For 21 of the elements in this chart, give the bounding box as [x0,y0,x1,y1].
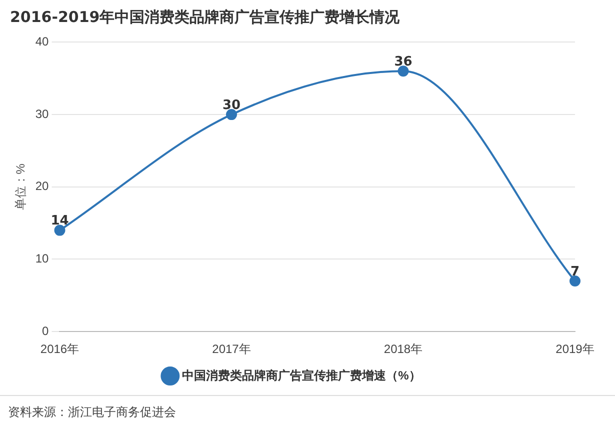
y-tick-label: 0 [42,324,50,338]
y-tick-label: 30 [35,106,50,121]
legend-label: 中国消费类品牌商广告宣传推广费增速（%） [182,368,421,382]
point [570,275,580,286]
point [226,109,237,120]
point [54,224,66,236]
chart-title: 2016-2019年中国消费类品牌商广告宣传推广费增长情况 [10,8,400,27]
x-tick-label: 2019年 [556,342,594,356]
x-tick-label: 2016年 [40,342,80,356]
point [398,66,409,77]
data-label: 14 [50,214,69,229]
data-label: 7 [570,264,580,280]
y-tick-label: 20 [35,179,50,194]
data-label: 36 [394,54,412,70]
y-tick-label: 10 [35,252,50,266]
y-tick-label: 40 [35,34,50,49]
y-axis-title: 单位：% [14,163,28,210]
data-label: 30 [222,98,241,113]
x-tick-label: 2018年 [384,342,423,356]
x-tick-label: 2017年 [212,342,251,356]
text: 资料来源：浙江电子商务促进会 [8,404,176,421]
